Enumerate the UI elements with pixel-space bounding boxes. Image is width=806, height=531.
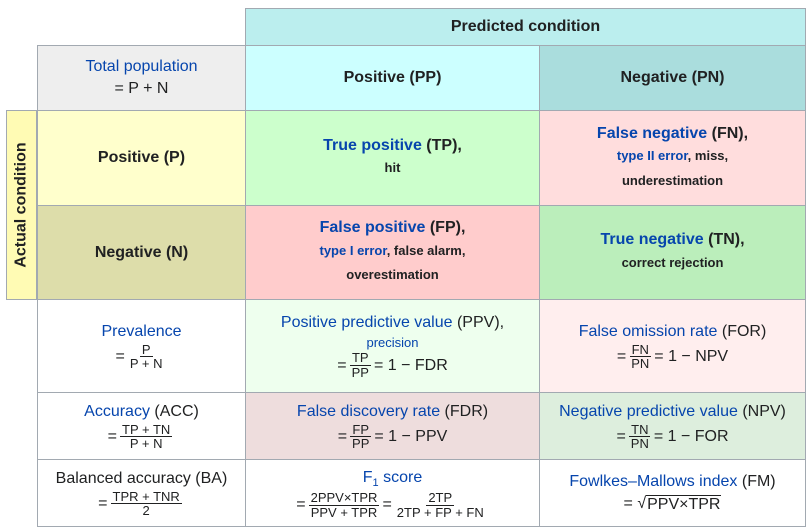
true-positive-link[interactable]: True positive <box>323 136 422 154</box>
fdr-numerator: FP <box>350 421 372 438</box>
prevalence-link[interactable]: Prevalence <box>101 323 182 341</box>
for-rest: = 1 − NPV <box>654 348 729 365</box>
for-denominator: PN <box>631 356 650 372</box>
false-positive-sub2: overestimation <box>346 267 439 283</box>
balanced-accuracy-numerator: TPR + TNR <box>110 488 182 505</box>
f1-score-link[interactable]: F1 score <box>363 467 422 491</box>
predicted-negative-label: Negative (PN) <box>620 69 725 87</box>
ppv-abbr: (PPV), <box>452 314 505 332</box>
f1-score-formula: = 2PPV×TPR PPV + TPR = 2TP 2TP + FP + FN <box>296 489 484 520</box>
true-negative-abbr: (TN), <box>703 231 745 249</box>
npv-link[interactable]: Negative predictive value <box>559 403 738 421</box>
npv-numerator: TN <box>629 421 651 438</box>
npv-rest: = 1 − FOR <box>653 428 729 445</box>
actual-positive-header: Positive (P) <box>37 110 246 206</box>
true-positive-sub: hit <box>384 160 401 176</box>
fowlkes-mallows-link[interactable]: Fowlkes–Mallows index <box>569 473 738 491</box>
f1-score-subscript: 1 <box>372 477 379 490</box>
accuracy-cell: Accuracy (ACC) = TP + TN P + N <box>37 392 246 460</box>
false-negative-sub: , miss, <box>687 148 729 164</box>
actual-condition-header: Actual condition <box>6 110 37 300</box>
accuracy-abbr: (ACC) <box>149 403 199 421</box>
ppv-denominator: PP <box>351 365 369 381</box>
balanced-accuracy-abbr: (BA) <box>190 470 228 488</box>
false-negative-sub2: underestimation <box>621 172 724 188</box>
f1-score-main: F <box>362 468 373 486</box>
predicted-condition-label: Predicted condition <box>450 18 601 36</box>
true-positive-cell: True positive (TP), hit <box>245 110 540 206</box>
total-population-cell: Total population = P + N <box>37 45 246 111</box>
actual-negative-header: Negative (N) <box>37 205 246 300</box>
f1-score-cell: F1 score = 2PPV×TPR PPV + TPR = 2TP 2TP + FP … <box>245 459 540 527</box>
actual-condition-label: Actual condition <box>12 142 30 268</box>
prevalence-formula: = P P + N <box>115 341 163 372</box>
type-ii-error-link[interactable]: type II error <box>616 148 688 164</box>
accuracy-link[interactable]: Accuracy <box>84 403 150 421</box>
predicted-condition-header: Predicted condition <box>245 8 806 46</box>
for-formula: = FN PN = 1 − NPV <box>616 341 729 372</box>
fdr-rest: = 1 − PPV <box>374 428 448 445</box>
npv-denominator: PN <box>630 436 649 452</box>
ppv-link[interactable]: Positive predictive value <box>280 314 453 332</box>
accuracy-denominator: P + N <box>129 436 163 452</box>
false-positive-link[interactable]: False positive <box>319 219 426 237</box>
accuracy-formula: = TP + TN P + N <box>107 421 173 452</box>
npv-cell: Negative predictive value (NPV) = TN PN = 1… <box>539 392 806 460</box>
false-positive-abbr: (FP), <box>425 219 466 237</box>
ppv-numerator: TP <box>349 350 371 367</box>
f1-denominator-2: 2TP + FP + FN <box>396 504 484 520</box>
accuracy-numerator: TP + TN <box>120 421 173 438</box>
for-link[interactable]: False omission rate <box>578 323 718 341</box>
npv-formula: = TN PN = 1 − FOR <box>616 421 729 452</box>
fdr-cell: False discovery rate (FDR) = FP PP = 1 − PP… <box>245 392 540 460</box>
balanced-accuracy-formula: = TPR + TNR 2 <box>98 488 182 519</box>
precision-link[interactable]: precision <box>366 334 419 350</box>
ppv-formula: = TP PP = 1 − FDR <box>337 350 448 381</box>
fdr-formula: = FP PP = 1 − PPV <box>337 421 448 452</box>
fowlkes-mallows-cell: Fowlkes–Mallows index (FM) = √ PPV×TPR <box>539 459 806 527</box>
predicted-positive-header: Positive (PP) <box>245 45 540 111</box>
actual-negative-label: Negative (N) <box>94 243 189 261</box>
fowlkes-mallows-abbr: (FM) <box>737 473 776 491</box>
for-numerator: FN <box>629 341 651 358</box>
f1-numerator-1: 2PPV×TPR <box>308 489 380 506</box>
false-negative-abbr: (FN), <box>707 124 749 142</box>
false-positive-sub: , false alarm, <box>386 242 466 258</box>
f1-denominator-1: PPV + TPR <box>310 504 378 520</box>
true-negative-link[interactable]: True negative <box>600 231 704 249</box>
true-negative-cell: True negative (TN), correct rejection <box>539 205 806 300</box>
actual-positive-label: Positive (P) <box>97 149 186 167</box>
ppv-cell: Positive predictive value (PPV), precisi… <box>245 299 540 393</box>
false-negative-link[interactable]: False negative <box>596 124 708 142</box>
false-positive-cell: False positive (FP), type I error, false… <box>245 205 540 300</box>
f1-score-rest: score <box>378 468 423 486</box>
fdr-link[interactable]: False discovery rate <box>296 403 441 421</box>
prevalence-cell: Prevalence = P P + N <box>37 299 246 393</box>
balanced-accuracy-label: Balanced accuracy <box>55 470 191 488</box>
predicted-positive-label: Positive (PP) <box>343 69 442 87</box>
ppv-rest: = 1 − FDR <box>373 356 448 374</box>
prevalence-numerator: P <box>139 341 153 358</box>
false-negative-cell: False negative (FN), type II error, miss… <box>539 110 806 206</box>
balanced-accuracy-cell: Balanced accuracy (BA) = TPR + TNR 2 <box>37 459 246 527</box>
fowlkes-mallows-formula: = √ PPV×TPR <box>624 493 722 515</box>
total-population-link[interactable]: Total population <box>85 58 198 76</box>
npv-abbr: (NPV) <box>737 403 786 421</box>
total-population-formula: = P + N <box>114 80 169 97</box>
sqrt-icon: √ <box>637 495 647 512</box>
for-cell: False omission rate (FOR) = FN PN = 1 − NPV <box>539 299 806 393</box>
prevalence-denominator: P + N <box>129 356 163 372</box>
fowlkes-mallows-radicand: PPV×TPR <box>646 494 722 513</box>
for-abbr: (FOR) <box>717 323 767 341</box>
fdr-abbr: (FDR) <box>440 403 489 421</box>
true-negative-sub: correct rejection <box>621 254 724 270</box>
balanced-accuracy-denominator: 2 <box>142 503 150 519</box>
f1-numerator-2: 2TP <box>426 489 455 506</box>
type-i-error-link[interactable]: type I error <box>319 242 387 258</box>
fdr-denominator: PP <box>352 436 370 452</box>
true-positive-abbr: (TP), <box>421 136 462 154</box>
predicted-negative-header: Negative (PN) <box>539 45 806 111</box>
